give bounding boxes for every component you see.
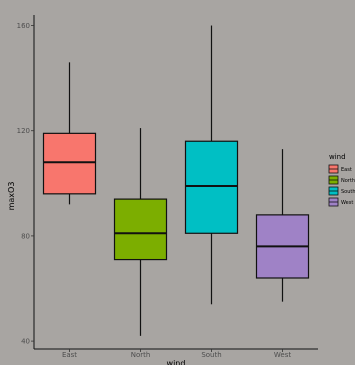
box-iqr (42, 132, 97, 195)
box-east (42, 62, 97, 205)
legend-label-west: West (341, 200, 353, 206)
legend-label-east: East (341, 167, 352, 173)
x-tick-label: East (62, 351, 77, 359)
x-axis-title: wind (167, 359, 186, 365)
y-axis-ticks: 40 80 120 160 (17, 22, 34, 346)
y-tick-label: 120 (17, 127, 30, 135)
box-west (255, 149, 310, 302)
y-tick-label: 40 (21, 338, 30, 346)
box-iqr (113, 198, 168, 261)
boxes (42, 25, 310, 336)
y-axis-title: maxO3 (7, 182, 16, 211)
box-north (113, 128, 168, 336)
x-axis-ticks: East North South West (62, 349, 291, 359)
legend: wind East North South West (328, 153, 355, 207)
legend-label-north: North (341, 178, 355, 184)
x-tick-label: North (131, 351, 151, 359)
y-tick-label: 80 (21, 232, 30, 240)
y-tick-label: 160 (17, 22, 30, 30)
x-tick-label: South (201, 351, 221, 359)
x-tick-label: West (274, 351, 291, 359)
legend-label-south: South (341, 189, 355, 195)
plot-area (33, 15, 318, 350)
legend-title: wind (329, 153, 346, 161)
box-iqr (184, 140, 239, 234)
box-south (184, 25, 239, 305)
